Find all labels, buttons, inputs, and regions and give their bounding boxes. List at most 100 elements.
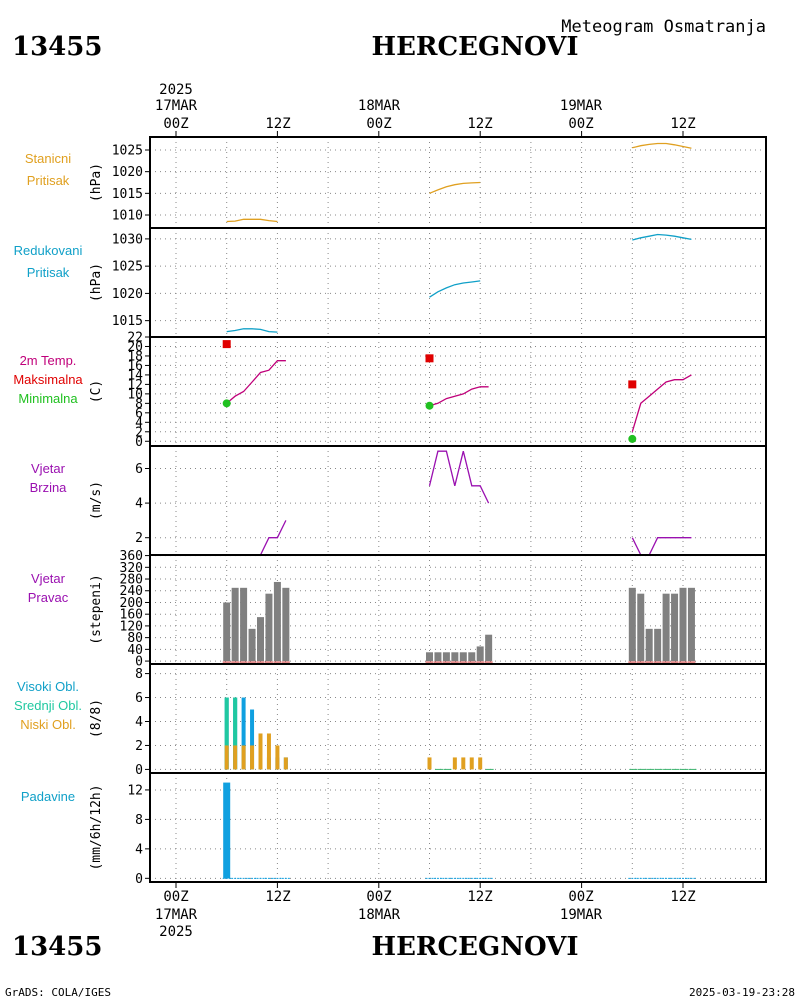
y-tick-label: 80 [127, 631, 143, 646]
y-tick-label: 22 [127, 331, 143, 346]
panel-label: Niski Obl. [20, 717, 76, 732]
wind-direction-bar [671, 593, 679, 662]
y-tick-label: 1015 [112, 314, 143, 329]
y-tick-label: 240 [120, 584, 143, 599]
panel-label: Maksimalna [13, 372, 83, 387]
cloud-bar [233, 745, 238, 770]
top-hour-3: 00Z [366, 116, 391, 132]
wind-direction-bar [426, 652, 433, 662]
temperature-2m-line [631, 374, 692, 432]
panel-unit-label: (stepeni) [89, 574, 104, 644]
min-temp-marker [628, 434, 637, 443]
y-tick-label: 6 [135, 691, 143, 706]
y-tick-label: 0 [135, 872, 143, 887]
y-tick-label: 2 [135, 739, 143, 754]
panel-label: Redukovani [14, 243, 83, 258]
panel-unit-label: (m/s) [89, 481, 104, 520]
top-hour-1: 00Z [163, 116, 188, 132]
top-date-2: 18MAR [358, 98, 401, 114]
station-name-top: HERCEGNOVI [372, 32, 579, 62]
top-hour-2: 12Z [265, 116, 290, 132]
y-tick-label: 1010 [112, 209, 143, 224]
y-tick-label: 0 [135, 763, 143, 778]
cloud-bar [478, 757, 483, 770]
wind-direction-bar [442, 652, 450, 662]
panel-label: Brzina [30, 480, 68, 495]
bottom-hour-5: 00Z [568, 889, 593, 905]
y-tick-label: 8 [135, 397, 143, 412]
panel-label: Padavine [21, 789, 75, 804]
panel-frame [149, 227, 767, 338]
y-tick-label: 4 [135, 842, 143, 857]
cloud-bar [461, 757, 466, 770]
y-tick-label: 4 [135, 416, 143, 431]
wind-speed-line [428, 450, 490, 504]
cloud-bar [258, 733, 263, 770]
wind-direction-bar [459, 652, 467, 662]
y-tick-label: 10 [127, 387, 143, 402]
bottom-date-1: 17MAR [155, 907, 198, 923]
bottom-hour-6: 12Z [670, 889, 695, 905]
wind-direction-bar [223, 602, 231, 662]
min-temp-marker [425, 401, 434, 410]
panel-precipitation: 0 4 8 12 Padavine (mm/6h/12h) [21, 772, 767, 887]
y-tick-label: 6 [135, 406, 143, 421]
y-tick-label: 8 [135, 667, 143, 682]
footer-timestamp: 2025-03-19-23:28 [689, 986, 795, 999]
y-tick-label: 14 [127, 368, 143, 383]
panel-frame [149, 445, 767, 556]
panel-cloud-cover: 0 2 4 6 8 Visoki Obl. Srednji Obl. Niski Obl. (8… [14, 663, 767, 778]
cloud-bar [469, 757, 474, 770]
bottom-date-3: 19MAR [560, 907, 603, 923]
y-tick-label: 1030 [112, 232, 143, 247]
wind-direction-bar [468, 652, 476, 662]
bottom-hour-2: 12Z [265, 889, 290, 905]
precipitation-bar [223, 782, 231, 879]
cloud-bar [427, 757, 432, 770]
cloud-bar [275, 745, 280, 770]
cloud-bar [224, 745, 229, 770]
cloud-bar [233, 697, 238, 770]
y-tick-label: 6 [135, 462, 143, 477]
panel-label: Minimalna [18, 391, 78, 406]
panel-wind-speed: 2 4 6 Vjetar Brzina (m/s) [30, 445, 767, 556]
temperature-2m-line [226, 360, 286, 404]
station-pressure-line [429, 181, 481, 194]
y-tick-label: 20 [127, 340, 143, 355]
station-pressure-line [226, 218, 278, 223]
panel-label: Srednji Obl. [14, 698, 82, 713]
y-tick-label: 12 [127, 783, 143, 798]
y-tick-label: 320 [120, 561, 143, 576]
station-id-top: 13455 [12, 32, 102, 62]
panel-label: Visoki Obl. [17, 679, 79, 694]
top-hour-5: 00Z [568, 116, 593, 132]
wind-direction-bar [662, 593, 670, 662]
y-tick-label: 18 [127, 349, 143, 364]
top-hour-6: 12Z [670, 116, 695, 132]
cloud-bar [250, 709, 255, 770]
reduced-pressure-line [429, 280, 481, 298]
reduced-pressure-line [226, 328, 278, 333]
y-tick-label: 1020 [112, 287, 143, 302]
top-date-1: 17MAR [155, 98, 198, 114]
cloud-bar [241, 745, 246, 770]
y-tick-label: 1025 [112, 260, 143, 275]
wind-direction-bar [679, 587, 687, 662]
wind-direction-bar [645, 628, 653, 662]
wind-direction-bar [282, 587, 290, 662]
panel-frame [149, 136, 767, 229]
wind-direction-bar [248, 628, 256, 662]
station-pressure-line [632, 142, 692, 149]
max-temp-marker [222, 340, 231, 349]
wind-direction-bar [476, 646, 484, 662]
y-tick-label: 0 [135, 655, 143, 670]
footer-credit: GrADS: COLA/IGES [5, 986, 111, 999]
top-date-3: 19MAR [560, 98, 603, 114]
panel-station-pressure: 1010 1015 1020 1025 Stanicni Pritisak (hPa) [25, 136, 767, 229]
wind-direction-bar [434, 652, 442, 662]
wind-direction-bar [628, 587, 636, 662]
max-temp-marker [628, 380, 637, 389]
panel-unit-label: (hPa) [89, 163, 104, 202]
